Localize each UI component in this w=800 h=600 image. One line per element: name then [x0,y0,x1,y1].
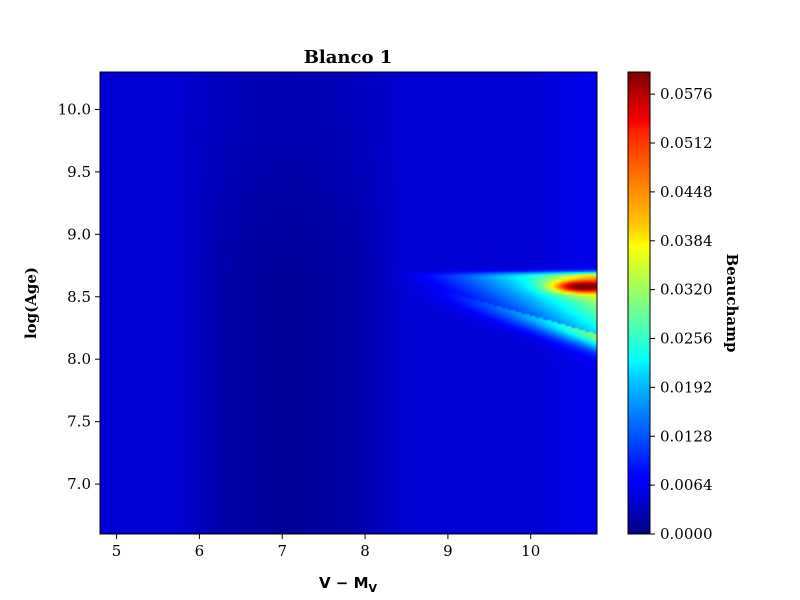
y-tick-label: 8.0 [67,350,91,368]
colorbar-tick-label: 0.0576 [660,85,713,103]
x-tick-label: 5 [112,542,122,560]
colorbar-tick-label: 0.0128 [660,427,713,445]
y-axis-label: log(Age) [22,267,40,339]
chart-title: Blanco 1 [304,47,393,68]
heatmap [100,72,597,534]
x-tick-label: 9 [443,542,453,560]
colorbar [627,71,651,535]
plot-frame [99,71,598,535]
x-axis-label-sub: V [369,582,378,595]
x-axis-label: V − MV [319,574,378,595]
x-tick-label: 10 [521,542,540,560]
colorbar-tick-label: 0.0192 [660,378,713,396]
colorbar-axis: 0.0000 0.0064 0.0128 0.0192 0.0256 0.0320 0.03… [650,85,713,543]
x-tick-label: 6 [195,542,205,560]
y-tick-label: 9.5 [67,163,91,181]
colorbar-tick-label: 0.0320 [660,281,713,299]
colorbar-tick-label: 0.0000 [660,525,713,543]
y-tick-label: 7.5 [67,413,91,431]
colorbar-tick-label: 0.0064 [660,476,713,494]
y-tick-label: 7.0 [67,475,91,493]
y-axis: 7.0 7.5 8.0 8.5 9.0 9.5 10.0 [58,100,100,493]
x-tick-label: 8 [360,542,370,560]
colorbar-tick-label: 0.0448 [660,183,713,201]
y-tick-label: 10.0 [58,100,91,118]
y-tick-label: 8.5 [67,288,91,306]
colorbar-label: Beauchamp [723,254,741,353]
x-tick-label: 7 [277,542,287,560]
colorbar-tick-label: 0.0256 [660,330,713,348]
y-tick-label: 9.0 [67,225,91,243]
x-axis: 5 6 7 8 9 10 [112,534,540,560]
x-axis-label-main: V − M [319,574,369,592]
colorbar-tick-label: 0.0384 [660,232,713,250]
colorbar-tick-label: 0.0512 [660,134,713,152]
heatmap-image [100,72,597,534]
